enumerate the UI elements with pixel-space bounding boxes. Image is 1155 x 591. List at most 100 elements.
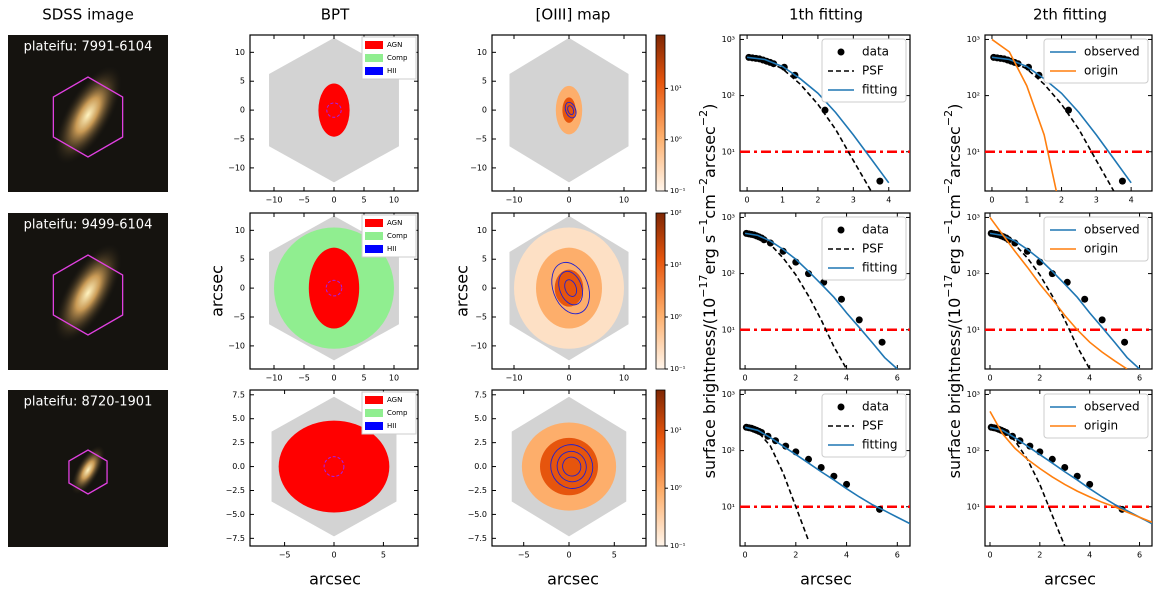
legend-label: observed xyxy=(1084,400,1140,414)
legend-label: HII xyxy=(387,422,396,430)
legend-label: fitting xyxy=(862,261,898,275)
label-part: −1 xyxy=(697,219,710,235)
y-tick-label: 10³ xyxy=(967,213,980,222)
x-tick-label: 6 xyxy=(895,551,900,560)
colorbar-tick-label: 10⁰ xyxy=(670,313,682,321)
x-tick-label: 4 xyxy=(886,196,891,205)
legend-marker xyxy=(837,403,845,411)
legend-label: AGN xyxy=(387,219,402,227)
colorbar xyxy=(655,212,666,370)
column-title: SDSS image xyxy=(42,6,134,24)
y-tick-label: 10¹ xyxy=(967,147,980,156)
x-tick-label: 0 xyxy=(743,551,748,560)
colorbar-tick-label: 10⁻¹ xyxy=(670,187,686,195)
y-tick-label: 10¹ xyxy=(967,325,980,334)
x-tick-label: 3 xyxy=(1094,196,1099,205)
y-tick-label: 10 xyxy=(477,48,487,57)
label-part: surface brightness/(10 xyxy=(700,298,719,479)
axes-frame xyxy=(491,34,647,192)
legend-label: origin xyxy=(1084,64,1118,78)
legend-swatch xyxy=(365,409,383,417)
y-tick-label: 0 xyxy=(240,284,245,293)
legend-label: origin xyxy=(1084,242,1118,256)
plot-area xyxy=(511,396,627,537)
y-tick-label: 2.5 xyxy=(474,438,487,447)
plot-area xyxy=(509,215,629,361)
label-part: −2 xyxy=(697,110,710,126)
data-point xyxy=(837,295,845,303)
x-tick-label: 4 xyxy=(844,551,849,560)
contour xyxy=(558,270,584,306)
x-tick-label: 6 xyxy=(1137,374,1142,383)
y-tick-label: 7.5 xyxy=(474,390,487,399)
y-tick-label: −5 xyxy=(233,135,245,144)
y-tick-label: 10² xyxy=(967,91,980,100)
x-axis-label: arcsec xyxy=(547,570,599,589)
y-tick-label: 10² xyxy=(967,446,980,455)
y-tick-label: −10 xyxy=(470,163,487,172)
x-tick-label: 3 xyxy=(851,196,856,205)
label-part: arcsec xyxy=(700,126,719,178)
x-tick-label: 5 xyxy=(361,196,366,205)
psf-circle xyxy=(325,279,343,297)
label-part: −17 xyxy=(942,274,955,297)
map-region xyxy=(308,247,360,329)
column-title: BPT xyxy=(321,6,350,24)
plot-area xyxy=(740,53,910,191)
y-tick-label: 0 xyxy=(240,106,245,115)
axes-frame xyxy=(739,389,911,547)
axes-frame xyxy=(249,212,419,370)
series-line xyxy=(746,56,872,191)
y-tick-label: 0.0 xyxy=(474,462,487,471)
x-tick-label: −5 xyxy=(298,374,310,383)
ifu-hexagon xyxy=(52,254,124,336)
legend-label: HII xyxy=(387,245,396,253)
x-tick-label: 10 xyxy=(619,374,629,383)
series-line xyxy=(744,426,910,525)
x-tick-label: 0 xyxy=(566,374,571,383)
y-tick-label: 7.5 xyxy=(232,390,245,399)
x-tick-label: 2 xyxy=(815,196,820,205)
legend-label: AGN xyxy=(387,396,402,404)
label-part: ) xyxy=(945,104,964,110)
label-part: surface brightness/(10 xyxy=(945,298,964,479)
y-tick-label: 10² xyxy=(722,446,735,455)
legend-label: PSF xyxy=(862,242,884,256)
legend-swatch xyxy=(365,245,383,253)
data-point xyxy=(779,247,787,255)
x-tick-label: −10 xyxy=(506,374,523,383)
y-tick-label: 5 xyxy=(482,255,487,264)
x-tick-label: 2 xyxy=(1037,374,1042,383)
y-axis-label: surface brightness/(10−17erg s−1cm−2arcs… xyxy=(697,104,719,479)
series-line xyxy=(989,232,1141,369)
x-tick-label: 6 xyxy=(1137,551,1142,560)
data-point xyxy=(876,177,884,185)
series-line xyxy=(989,426,1152,525)
y-tick-label: 10 xyxy=(477,226,487,235)
label-part: −2 xyxy=(942,178,955,194)
y-tick-label: −10 xyxy=(228,341,245,350)
x-tick-label: 5 xyxy=(361,374,366,383)
legend-swatch xyxy=(365,396,383,404)
x-tick-label: 10 xyxy=(389,374,399,383)
y-tick-label: 10² xyxy=(967,269,980,278)
series-line xyxy=(744,426,810,541)
x-tick-label: 0 xyxy=(566,196,571,205)
y-tick-label: 10³ xyxy=(967,390,980,399)
legend-label: Comp xyxy=(387,409,408,417)
x-tick-label: 0 xyxy=(987,374,992,383)
image-label: plateifu: 9499-6104 xyxy=(24,218,153,233)
y-tick-label: −2.5 xyxy=(226,486,245,495)
label-part: −1 xyxy=(942,219,955,235)
legend-swatch xyxy=(365,54,383,62)
x-tick-label: 0 xyxy=(743,374,748,383)
colorbar xyxy=(655,389,666,547)
data-point xyxy=(1061,464,1069,472)
legend-swatch xyxy=(365,422,383,430)
axes-frame xyxy=(739,34,911,192)
plot-area xyxy=(269,215,399,361)
legend-label: PSF xyxy=(862,419,884,433)
series-line xyxy=(991,38,1058,191)
y-tick-label: −10 xyxy=(470,341,487,350)
colorbar-tick-label: 10⁰ xyxy=(670,136,682,144)
